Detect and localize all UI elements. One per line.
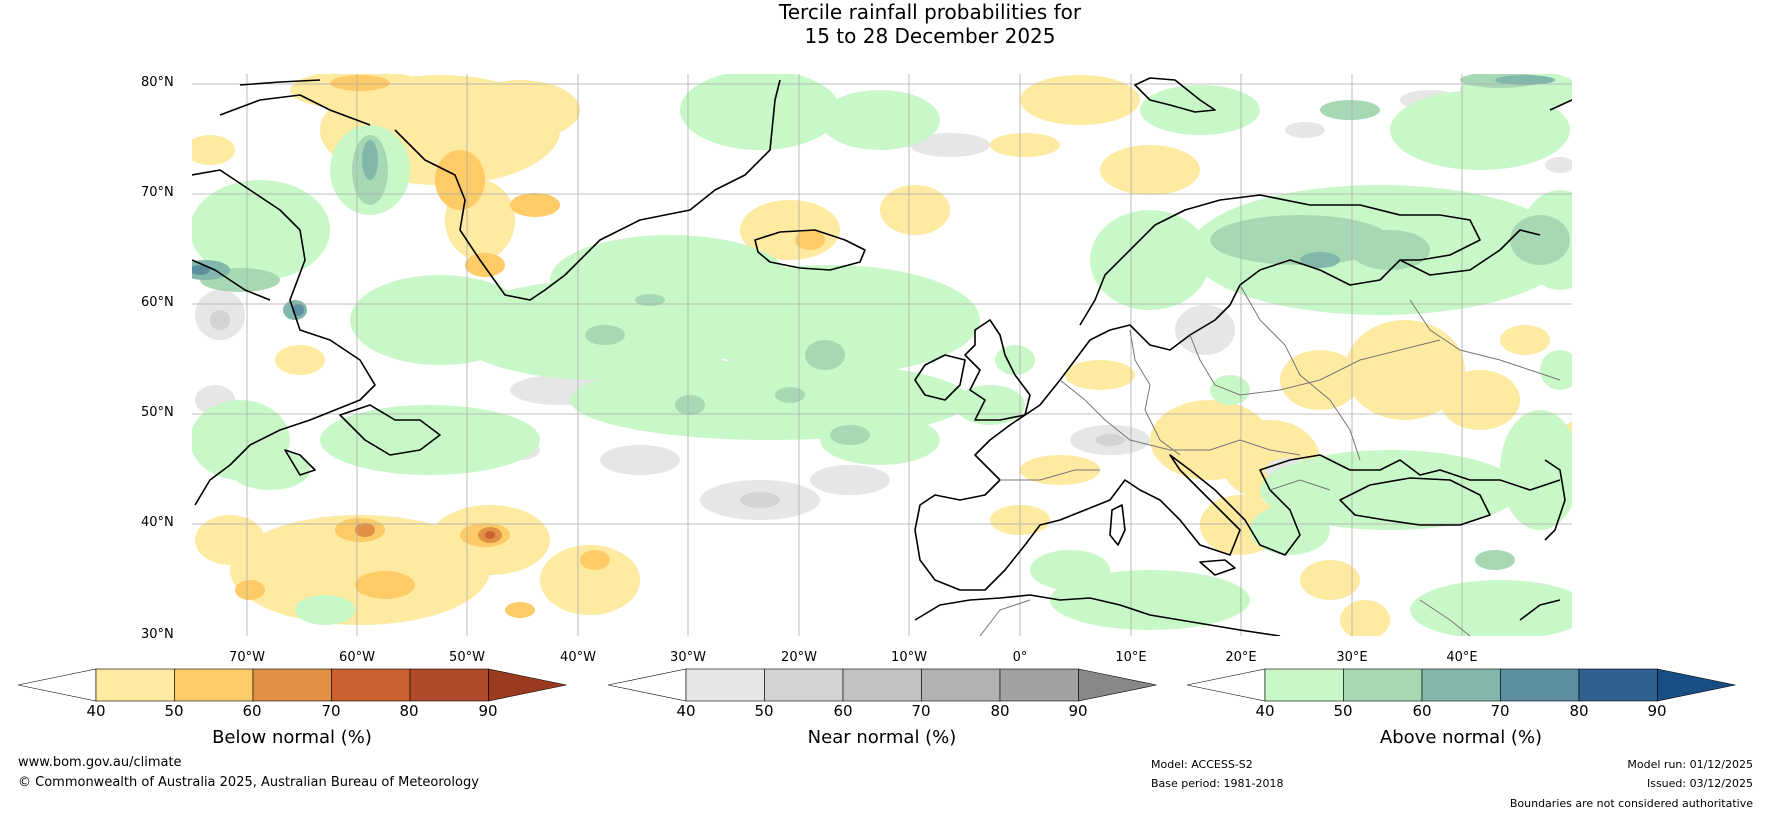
colorbar-above-normal	[1186, 668, 1736, 702]
title-line-2: 15 to 28 December 2025	[804, 24, 1056, 48]
above-colorbar-over-triangle	[1657, 668, 1736, 702]
near-tick-50: 50	[754, 702, 774, 720]
above-tick-60: 60	[1412, 702, 1432, 720]
above-tick-70: 70	[1490, 702, 1510, 720]
below-colorbar-segment-3	[252, 668, 332, 702]
website-link[interactable]: www.bom.gov.au/climate	[18, 755, 182, 770]
below-colorbar-over-triangle	[488, 668, 567, 702]
map-title: Tercile rainfall probabilities for 15 to…	[0, 0, 1770, 48]
model-text: Model: ACCESS-S2	[1151, 758, 1253, 771]
near-colorbar-over-triangle	[1078, 668, 1157, 702]
lon-label-30e: 30°E	[1336, 650, 1368, 665]
near-colorbar-segment-1	[685, 668, 765, 702]
lon-label-0: 0°	[1012, 650, 1028, 665]
above-tick-50: 50	[1333, 702, 1353, 720]
above-colorbar-segment-4	[1500, 668, 1580, 702]
below-colorbar-under-triangle	[17, 668, 97, 702]
below-tick-80: 80	[399, 702, 419, 720]
below-tick-90: 90	[478, 702, 498, 720]
base-period-text: Base period: 1981-2018	[1151, 777, 1284, 790]
lat-label-40: 40°N	[141, 515, 174, 530]
lon-label-40w: 40°W	[560, 650, 596, 665]
below-normal-80	[485, 531, 495, 539]
near-tick-60: 60	[833, 702, 853, 720]
near-colorbar-segment-5	[999, 668, 1079, 702]
above-tick-80: 80	[1569, 702, 1589, 720]
near-tick-40: 40	[676, 702, 696, 720]
near-tick-90: 90	[1068, 702, 1088, 720]
above-normal-50	[200, 74, 1570, 570]
country-borders	[979, 284, 1561, 636]
near-normal-50	[210, 310, 1125, 508]
near-colorbar-segment-4	[921, 668, 1001, 702]
near-colorbar-segment-3	[842, 668, 922, 702]
disclaimer-text: Boundaries are not considered authoritat…	[1509, 797, 1753, 810]
above-colorbar-segment-1	[1264, 668, 1344, 702]
near-colorbar-under-triangle	[607, 668, 687, 702]
graticule	[192, 74, 1572, 636]
below-colorbar-segment-1	[95, 668, 175, 702]
near-colorbar-segment-2	[764, 668, 844, 702]
issued-text: Issued: 03/12/2025	[1646, 777, 1753, 790]
colorbar-near-normal	[607, 668, 1157, 702]
colorbar-below-normal	[17, 668, 567, 702]
below-colorbar-segment-4	[331, 668, 411, 702]
near-normal-label: Near normal (%)	[807, 727, 957, 748]
below-colorbar-segment-5	[409, 668, 489, 702]
lon-label-10w: 10°W	[891, 650, 927, 665]
above-colorbar-under-triangle	[1186, 668, 1266, 702]
lat-label-70: 70°N	[141, 185, 174, 200]
above-colorbar-segment-5	[1578, 668, 1658, 702]
lon-label-60w: 60°W	[339, 650, 375, 665]
lon-label-50w: 50°W	[449, 650, 485, 665]
below-normal-label: Below normal (%)	[212, 727, 372, 748]
lon-label-20e: 20°E	[1225, 650, 1257, 665]
copyright-text: © Commonwealth of Australia 2025, Austra…	[18, 775, 479, 790]
below-tick-70: 70	[321, 702, 341, 720]
near-tick-80: 80	[990, 702, 1010, 720]
lon-label-20w: 20°W	[781, 650, 817, 665]
below-tick-60: 60	[242, 702, 262, 720]
above-tick-40: 40	[1255, 702, 1275, 720]
lat-label-30: 30°N	[141, 627, 174, 642]
title-line-1: Tercile rainfall probabilities for	[778, 0, 1082, 24]
lon-label-40e: 40°E	[1446, 650, 1478, 665]
below-colorbar-segment-2	[174, 668, 254, 702]
above-normal-label: Above normal (%)	[1379, 727, 1543, 748]
lat-label-60: 60°N	[141, 295, 174, 310]
lat-label-80: 80°N	[141, 75, 174, 90]
lon-label-70w: 70°W	[229, 650, 265, 665]
near-tick-70: 70	[911, 702, 931, 720]
lon-label-30w: 30°W	[670, 650, 706, 665]
below-tick-50: 50	[164, 702, 184, 720]
lat-label-50: 50°N	[141, 405, 174, 420]
below-tick-40: 40	[86, 702, 106, 720]
above-colorbar-segment-3	[1421, 668, 1501, 702]
above-tick-90: 90	[1647, 702, 1667, 720]
lon-label-10e: 10°E	[1115, 650, 1147, 665]
model-run-text: Model run: 01/12/2025	[1627, 758, 1753, 771]
above-colorbar-segment-2	[1343, 668, 1423, 702]
